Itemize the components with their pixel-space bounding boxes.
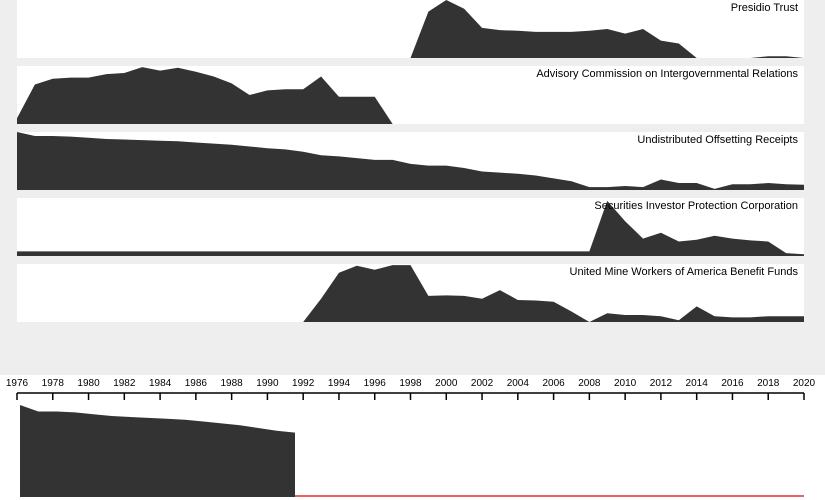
series-label: United Mine Workers of America Benefit F… [570, 266, 799, 278]
area [17, 200, 804, 256]
area [17, 67, 393, 124]
x-tick-label: 2014 [686, 378, 709, 389]
focus-panel [20, 405, 295, 497]
x-tick-label: 2010 [614, 378, 637, 389]
x-tick-label: 2018 [757, 378, 780, 389]
area [17, 132, 804, 190]
series-label: Undistributed Offsetting Receipts [637, 134, 798, 146]
x-tick-label: 1996 [364, 378, 387, 389]
series-label: Securities Investor Protection Corporati… [594, 200, 798, 212]
series-label: Presidio Trust [731, 2, 798, 14]
x-tick-label: 2006 [542, 378, 565, 389]
x-tick-label: 2002 [471, 378, 494, 389]
x-tick-label: 2004 [507, 378, 530, 389]
area [410, 0, 804, 58]
x-tick-label: 1998 [399, 378, 422, 389]
x-tick-label: 2012 [650, 378, 673, 389]
x-tick-label: 1984 [149, 378, 172, 389]
x-tick-label: 2000 [435, 378, 458, 389]
x-tick-label: 1992 [292, 378, 315, 389]
x-tick-label: 1990 [256, 378, 279, 389]
panel [17, 0, 804, 58]
series-label: Advisory Commission on Intergovernmental… [536, 68, 798, 80]
x-tick-label: 1976 [6, 378, 29, 389]
x-tick-label: 1980 [77, 378, 100, 389]
x-tick-label: 1986 [185, 378, 208, 389]
x-tick-label: 1982 [113, 378, 136, 389]
x-tick-label: 2016 [721, 378, 744, 389]
area [20, 405, 295, 497]
x-tick-label: 1994 [328, 378, 351, 389]
x-tick-label: 2020 [793, 378, 816, 389]
x-tick-label: 2008 [578, 378, 601, 389]
x-tick-label: 1978 [42, 378, 65, 389]
area [17, 265, 804, 322]
x-tick-label: 1988 [221, 378, 244, 389]
